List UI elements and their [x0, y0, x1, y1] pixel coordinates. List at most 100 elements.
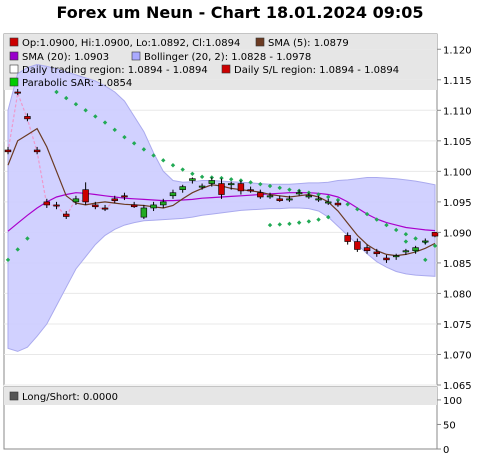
candle-body — [111, 198, 118, 201]
sar-point — [393, 227, 399, 233]
candle-body — [189, 178, 196, 181]
sar-point — [258, 181, 263, 187]
chart-title: Forex um Neun - Chart 18.01.2024 09:05 — [56, 3, 424, 22]
sar-point — [161, 158, 166, 163]
legend: Op:1.0900, Hi:1.0900, Lo:1.0892, Cl:1.08… — [9, 37, 399, 89]
parabolic-sar — [5, 89, 438, 263]
sar-point — [15, 247, 20, 252]
legend-sar: Parabolic SAR: 1.0854 — [22, 78, 132, 89]
sar-point — [296, 220, 302, 225]
sar-point — [73, 102, 79, 107]
candle-body — [101, 207, 109, 210]
candle-body — [286, 198, 293, 201]
sar-point — [229, 177, 234, 182]
candle-body — [43, 201, 51, 206]
candle-body — [198, 185, 206, 188]
sar-point — [25, 236, 30, 241]
y-tick-label: 1.075 — [443, 320, 472, 331]
sar-point — [403, 232, 409, 237]
candle-body — [383, 257, 390, 261]
candle-body — [14, 91, 21, 94]
candle-body — [431, 232, 439, 237]
sar-point — [267, 183, 273, 189]
sar-point — [326, 214, 331, 220]
candle-body — [208, 180, 216, 184]
candle-body — [33, 149, 41, 153]
sar-point — [93, 114, 98, 119]
legend-sl-region: Daily S/L region: 1.0894 - 1.0894 — [234, 65, 399, 76]
legend-swatch-sma5 — [255, 37, 265, 47]
candle-body — [392, 255, 400, 258]
sar-point — [64, 95, 69, 101]
legend-sma20: SMA (20): 1.0903 — [22, 52, 109, 63]
bollinger-band-area — [7, 63, 436, 352]
legend-swatch-longshort — [9, 391, 19, 401]
sar-point — [199, 174, 205, 180]
y-tick-label: 1.120 — [443, 45, 472, 56]
y-tick-label: 1.100 — [443, 167, 472, 178]
candle-body — [363, 247, 371, 252]
sar-point — [355, 206, 360, 212]
candle-body — [247, 189, 254, 192]
sar-point — [326, 194, 331, 200]
sar-point — [219, 175, 224, 181]
y-tick-label: 1.070 — [443, 350, 472, 361]
legend-trading-region: Daily trading region: 1.0894 - 1.0894 — [22, 65, 208, 76]
candle-body — [266, 195, 274, 198]
sar-point — [141, 147, 147, 152]
sar-point — [267, 222, 273, 228]
candle-body — [402, 250, 410, 253]
sar-point — [287, 221, 292, 227]
y-tick-label: 1.085 — [443, 259, 472, 270]
sar-point — [277, 222, 282, 227]
sar-point — [151, 153, 156, 158]
sar-point — [287, 187, 292, 192]
sar-point — [306, 219, 312, 224]
sar-point — [413, 236, 418, 241]
candles — [4, 88, 439, 263]
lower-y-tick-label: 50 — [443, 420, 456, 431]
sar-point — [277, 185, 282, 191]
candle-body — [344, 235, 351, 242]
legend-swatch-bollinger — [131, 51, 141, 61]
candle-body — [334, 202, 342, 206]
sar-point — [316, 192, 321, 197]
legend-sma5: SMA (5): 1.0879 — [268, 38, 349, 49]
candle-body — [276, 198, 283, 201]
sar-point — [180, 167, 185, 172]
candle-body — [130, 204, 138, 208]
sar-point — [5, 257, 11, 263]
sar-point — [345, 202, 350, 207]
sar-point — [102, 120, 108, 125]
lower-legend-box — [4, 387, 437, 405]
close-connector-line — [7, 90, 116, 218]
sar-point — [248, 180, 253, 185]
candle-body — [169, 192, 177, 197]
sar-point — [335, 197, 341, 203]
sar-point — [83, 108, 88, 113]
candle-body — [4, 149, 12, 153]
candle-body — [121, 195, 128, 198]
sar-point — [384, 222, 389, 228]
candle-body — [150, 204, 157, 209]
legend-ohlc: Op:1.0900, Hi:1.0900, Lo:1.0892, Cl:1.08… — [22, 38, 240, 49]
main-y-axis: 1.120 1.115 1.110 1.105 1.100 1.095 1.090 1.085… — [437, 45, 472, 392]
sar-point — [403, 239, 409, 244]
sar-point — [112, 127, 117, 133]
candle-body — [160, 201, 167, 206]
candle-body — [295, 192, 303, 195]
sar-point — [131, 141, 137, 146]
legend-swatch-sl-region — [221, 64, 231, 74]
candle-body — [257, 192, 264, 198]
sar-point — [170, 163, 176, 168]
sar-point — [190, 171, 195, 176]
y-tick-label: 1.105 — [443, 137, 472, 148]
candle-body — [92, 204, 99, 208]
y-tick-label: 1.080 — [443, 289, 472, 300]
candle-body — [179, 186, 186, 190]
candle-body — [237, 183, 245, 192]
lower-y-tick-label: 0 — [443, 445, 449, 456]
candle-body — [82, 189, 89, 203]
sar-point — [374, 217, 379, 222]
candle-body — [24, 116, 31, 120]
